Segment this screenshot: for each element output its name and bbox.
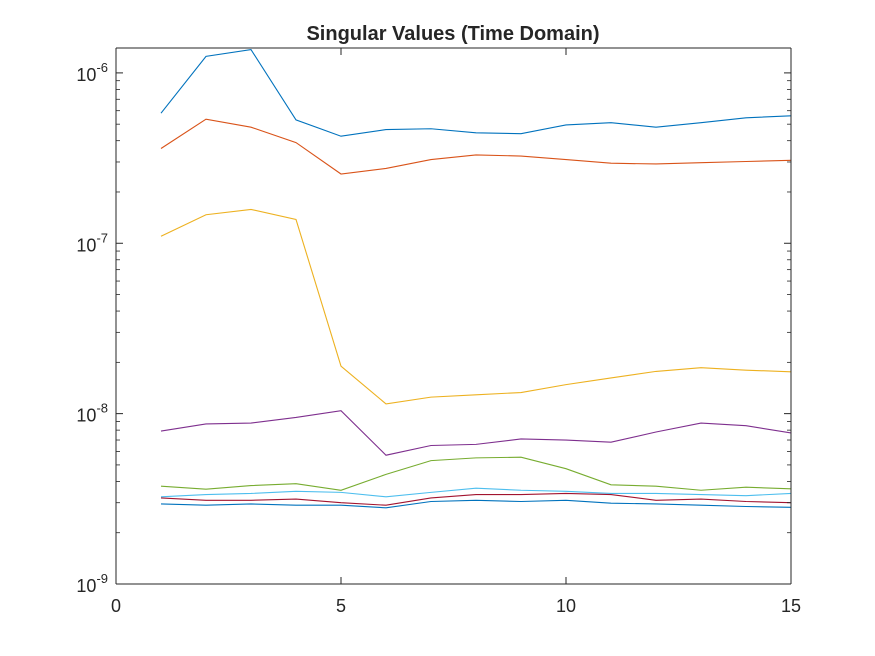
x-tick-label: 15 — [781, 596, 801, 616]
axes-layer: 0 5 10 15 10-9 10-8 10-7 10-6 — [76, 47, 801, 616]
chart-title: Singular Values (Time Domain) — [306, 23, 599, 45]
x-tick-label: 0 — [111, 596, 121, 616]
series-line-6 — [160, 487, 791, 498]
series-line-8 — [160, 499, 791, 509]
series-layer — [160, 49, 791, 509]
y-tick-label: 10-9 — [76, 571, 108, 596]
series-line-3 — [160, 208, 791, 405]
series-line-5 — [160, 456, 791, 491]
x-tick-label: 5 — [336, 596, 346, 616]
series-line-7 — [160, 492, 791, 506]
y-tick-label: 10-6 — [76, 60, 108, 85]
y-tick-label: 10-7 — [76, 230, 108, 255]
series-line-4 — [160, 410, 791, 456]
series-line-2 — [160, 118, 791, 175]
y-tick-label: 10-8 — [76, 401, 108, 426]
series-line-1 — [160, 49, 791, 137]
x-tick-label: 10 — [556, 596, 576, 616]
